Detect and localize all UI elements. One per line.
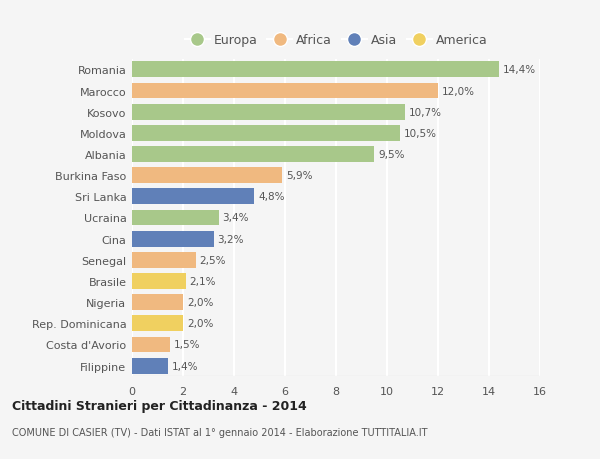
Bar: [132, 274, 185, 289]
Bar: [132, 252, 196, 268]
Text: 2,0%: 2,0%: [187, 297, 213, 308]
Text: 2,1%: 2,1%: [190, 276, 216, 286]
Bar: [132, 250, 540, 271]
Bar: [132, 81, 540, 102]
Bar: [132, 147, 374, 162]
Text: Cittadini Stranieri per Cittadinanza - 2014: Cittadini Stranieri per Cittadinanza - 2…: [12, 399, 307, 412]
Bar: [132, 168, 283, 184]
Bar: [132, 144, 540, 165]
Bar: [132, 229, 540, 250]
Bar: [132, 313, 540, 334]
Text: 12,0%: 12,0%: [442, 86, 475, 96]
Text: 1,4%: 1,4%: [172, 361, 198, 371]
Bar: [132, 60, 540, 81]
Bar: [132, 189, 254, 205]
Text: COMUNE DI CASIER (TV) - Dati ISTAT al 1° gennaio 2014 - Elaborazione TUTTITALIA.: COMUNE DI CASIER (TV) - Dati ISTAT al 1°…: [12, 427, 427, 437]
Legend: Europa, Africa, Asia, America: Europa, Africa, Asia, America: [185, 34, 487, 47]
Bar: [132, 271, 540, 292]
Bar: [132, 207, 540, 229]
Bar: [132, 210, 218, 226]
Bar: [132, 165, 540, 186]
Bar: [132, 295, 183, 310]
Bar: [132, 84, 438, 99]
Text: 2,5%: 2,5%: [200, 255, 226, 265]
Bar: [132, 358, 168, 374]
Bar: [132, 292, 540, 313]
Text: 5,9%: 5,9%: [286, 171, 313, 181]
Text: 2,0%: 2,0%: [187, 319, 213, 329]
Text: 1,5%: 1,5%: [174, 340, 200, 350]
Bar: [132, 316, 183, 331]
Bar: [132, 355, 540, 376]
Bar: [132, 186, 540, 207]
Text: 3,2%: 3,2%: [217, 234, 244, 244]
Bar: [132, 102, 540, 123]
Bar: [132, 62, 499, 78]
Bar: [132, 126, 400, 141]
Text: 14,4%: 14,4%: [503, 65, 536, 75]
Bar: [132, 334, 540, 355]
Bar: [132, 123, 540, 144]
Text: 9,5%: 9,5%: [378, 150, 404, 160]
Bar: [132, 105, 405, 120]
Text: 4,8%: 4,8%: [258, 192, 285, 202]
Bar: [132, 231, 214, 247]
Bar: [132, 337, 170, 353]
Text: 3,4%: 3,4%: [223, 213, 249, 223]
Text: 10,5%: 10,5%: [404, 129, 437, 139]
Text: 10,7%: 10,7%: [409, 107, 442, 118]
